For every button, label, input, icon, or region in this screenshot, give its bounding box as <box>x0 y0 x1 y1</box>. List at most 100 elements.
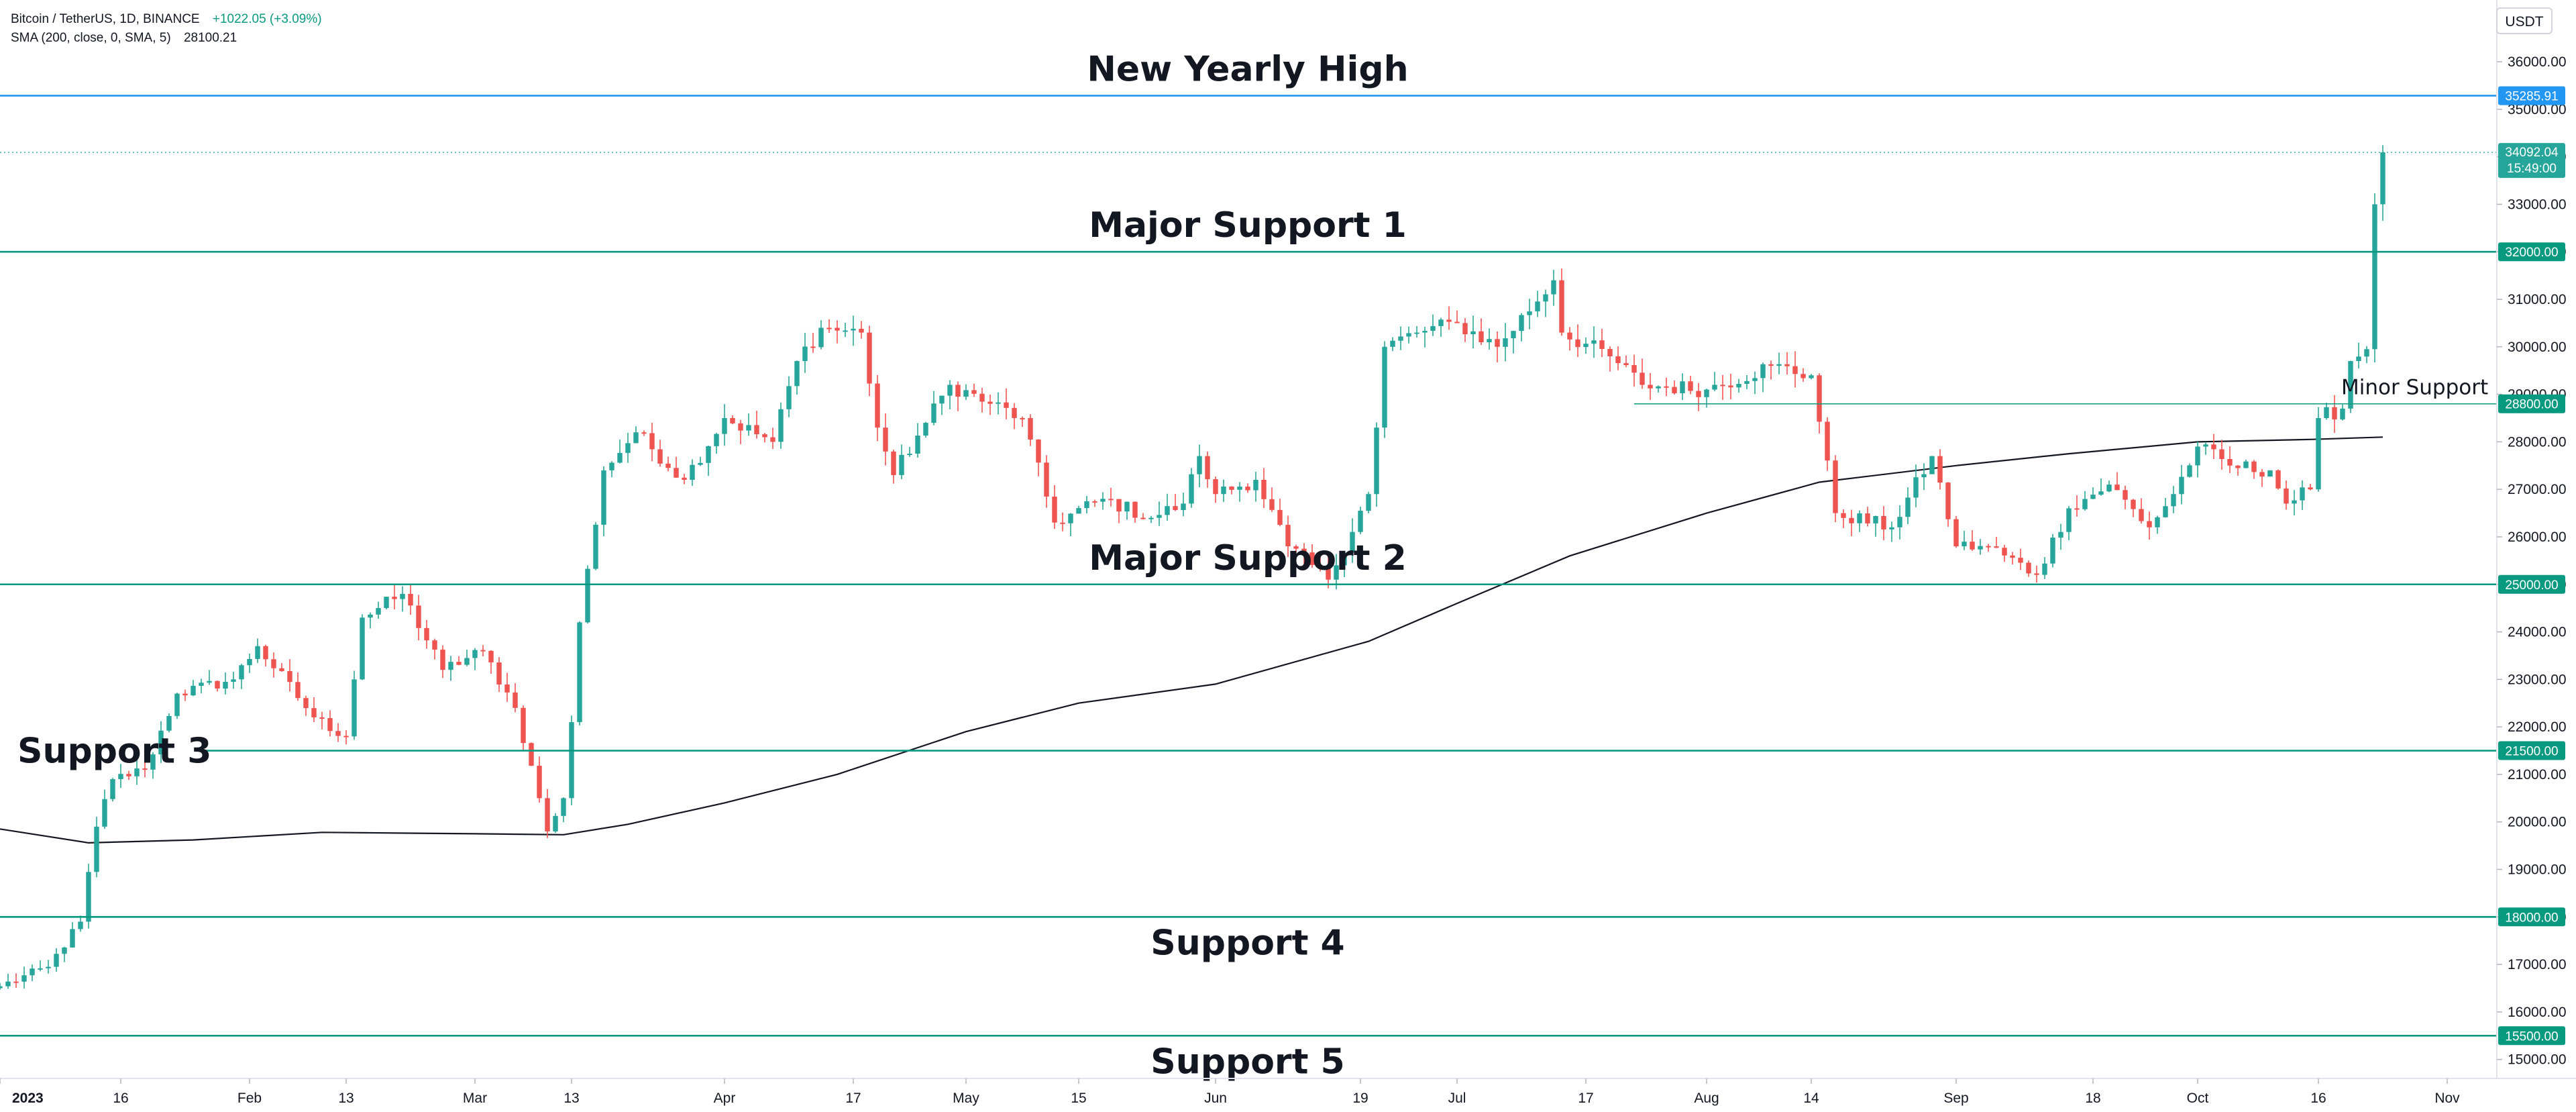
x-tick-label: Nov <box>2434 1091 2460 1106</box>
candle-body <box>2147 521 2152 527</box>
candle-body <box>1406 333 1411 337</box>
candle-body <box>1849 517 1854 523</box>
candle-body <box>1656 386 1661 389</box>
candle-body <box>2332 407 2337 419</box>
candle-body <box>352 679 357 737</box>
candle-body <box>521 707 526 744</box>
candle-body <box>1374 427 1379 495</box>
candle-body <box>424 627 429 641</box>
candle-body <box>1881 515 1886 529</box>
candle-body <box>343 736 349 738</box>
currency-button[interactable]: USDT <box>2496 7 2553 34</box>
candle-body <box>1269 499 1275 510</box>
candle-body <box>1720 385 1725 387</box>
candle-body <box>1398 336 1403 341</box>
candle-body <box>641 432 647 434</box>
candle-body <box>1277 509 1283 525</box>
candle-body <box>1583 344 1589 348</box>
candle-body <box>1817 375 1822 422</box>
y-tick-label: 35000.00 <box>2508 102 2567 117</box>
candle-body <box>1382 346 1387 428</box>
candle-body <box>2380 152 2385 205</box>
x-tick-label: Sep <box>1943 1091 1968 1106</box>
candle-body <box>1285 525 1291 547</box>
candle-body <box>392 597 397 599</box>
x-tick-label: Jun <box>1204 1091 1227 1106</box>
candle-body <box>2243 461 2249 468</box>
candle-body <box>859 328 864 333</box>
y-tick-label: 20000.00 <box>2508 815 2567 830</box>
legend-indicator-value: 28100.21 <box>184 31 237 45</box>
candle-body <box>1422 331 1428 333</box>
candle-body <box>416 605 421 628</box>
candle-body <box>987 401 993 404</box>
candle-body <box>1503 338 1508 347</box>
candle-body <box>682 477 687 481</box>
y-tick-label: 21000.00 <box>2508 767 2567 782</box>
candle-body <box>287 671 292 683</box>
candle-body <box>279 668 284 672</box>
candle-body <box>400 593 405 599</box>
candle-body <box>2284 488 2289 504</box>
candle-body <box>1358 511 1363 532</box>
level-price-tag <box>2498 741 2565 760</box>
candle-body <box>1953 519 1959 547</box>
candle-body <box>142 768 148 770</box>
candle-body <box>1913 477 1919 498</box>
candle-body <box>1060 522 1065 524</box>
candle-body <box>1809 375 1814 378</box>
level-label: Minor Support <box>2341 376 2488 400</box>
candle-body <box>2171 494 2176 507</box>
candle-body <box>255 646 260 659</box>
candle-body <box>545 798 550 831</box>
candle-body <box>480 650 486 652</box>
candle-body <box>2106 485 2112 492</box>
level-price-tag-label: 21500.00 <box>2505 745 2558 759</box>
level-price-tag-label: 15500.00 <box>2505 1029 2558 1044</box>
candle-body <box>2348 361 2353 409</box>
candle-body <box>368 614 373 618</box>
candle-body <box>1873 515 1878 523</box>
svg-text:SMA (200, close, 0, SMA, 5): SMA (200, close, 0, SMA, 5) 28100.21 <box>11 31 237 45</box>
x-tick-label: 19 <box>1352 1091 1368 1106</box>
candle-body <box>2219 449 2224 459</box>
candle-body <box>1688 381 1693 391</box>
candle-body <box>1680 381 1685 393</box>
x-tick-label: Apr <box>714 1091 736 1106</box>
candle-body <box>1704 389 1709 397</box>
candle-body <box>867 332 872 384</box>
candle-body <box>625 443 631 453</box>
candle-body <box>1825 421 1830 461</box>
candle-body <box>633 432 639 444</box>
level-price-tag-label: 32000.00 <box>2505 246 2558 260</box>
candle-body <box>1261 480 1267 499</box>
candle-body <box>311 708 317 717</box>
candle-body <box>843 330 848 332</box>
x-tick-label: 16 <box>113 1091 128 1106</box>
currency-button-label[interactable]: USDT <box>2505 14 2543 30</box>
candle-body <box>1124 501 1130 512</box>
candle-body <box>247 658 252 666</box>
candle-body <box>1728 385 1733 388</box>
y-tick-label: 31000.00 <box>2508 292 2567 307</box>
currency-button-frame[interactable] <box>2496 7 2553 34</box>
candle-body <box>2267 470 2273 477</box>
candle-body <box>102 799 107 827</box>
candle-body <box>191 685 196 696</box>
candle-body <box>2018 558 2023 563</box>
candle-body <box>384 597 389 609</box>
candle-body <box>810 346 816 348</box>
candle-body <box>1511 331 1516 339</box>
level-price-tag-label: 28800.00 <box>2505 398 2558 412</box>
level-price-tag-label: 18000.00 <box>2505 911 2558 925</box>
candle-body <box>13 981 19 983</box>
candle-body <box>1551 280 1556 295</box>
y-tick-label: 23000.00 <box>2508 672 2567 687</box>
level-price-tag <box>2498 242 2565 262</box>
candle-body <box>174 693 180 716</box>
candle-body <box>963 390 969 397</box>
candle-body <box>1229 487 1234 490</box>
candle-body <box>971 390 977 394</box>
